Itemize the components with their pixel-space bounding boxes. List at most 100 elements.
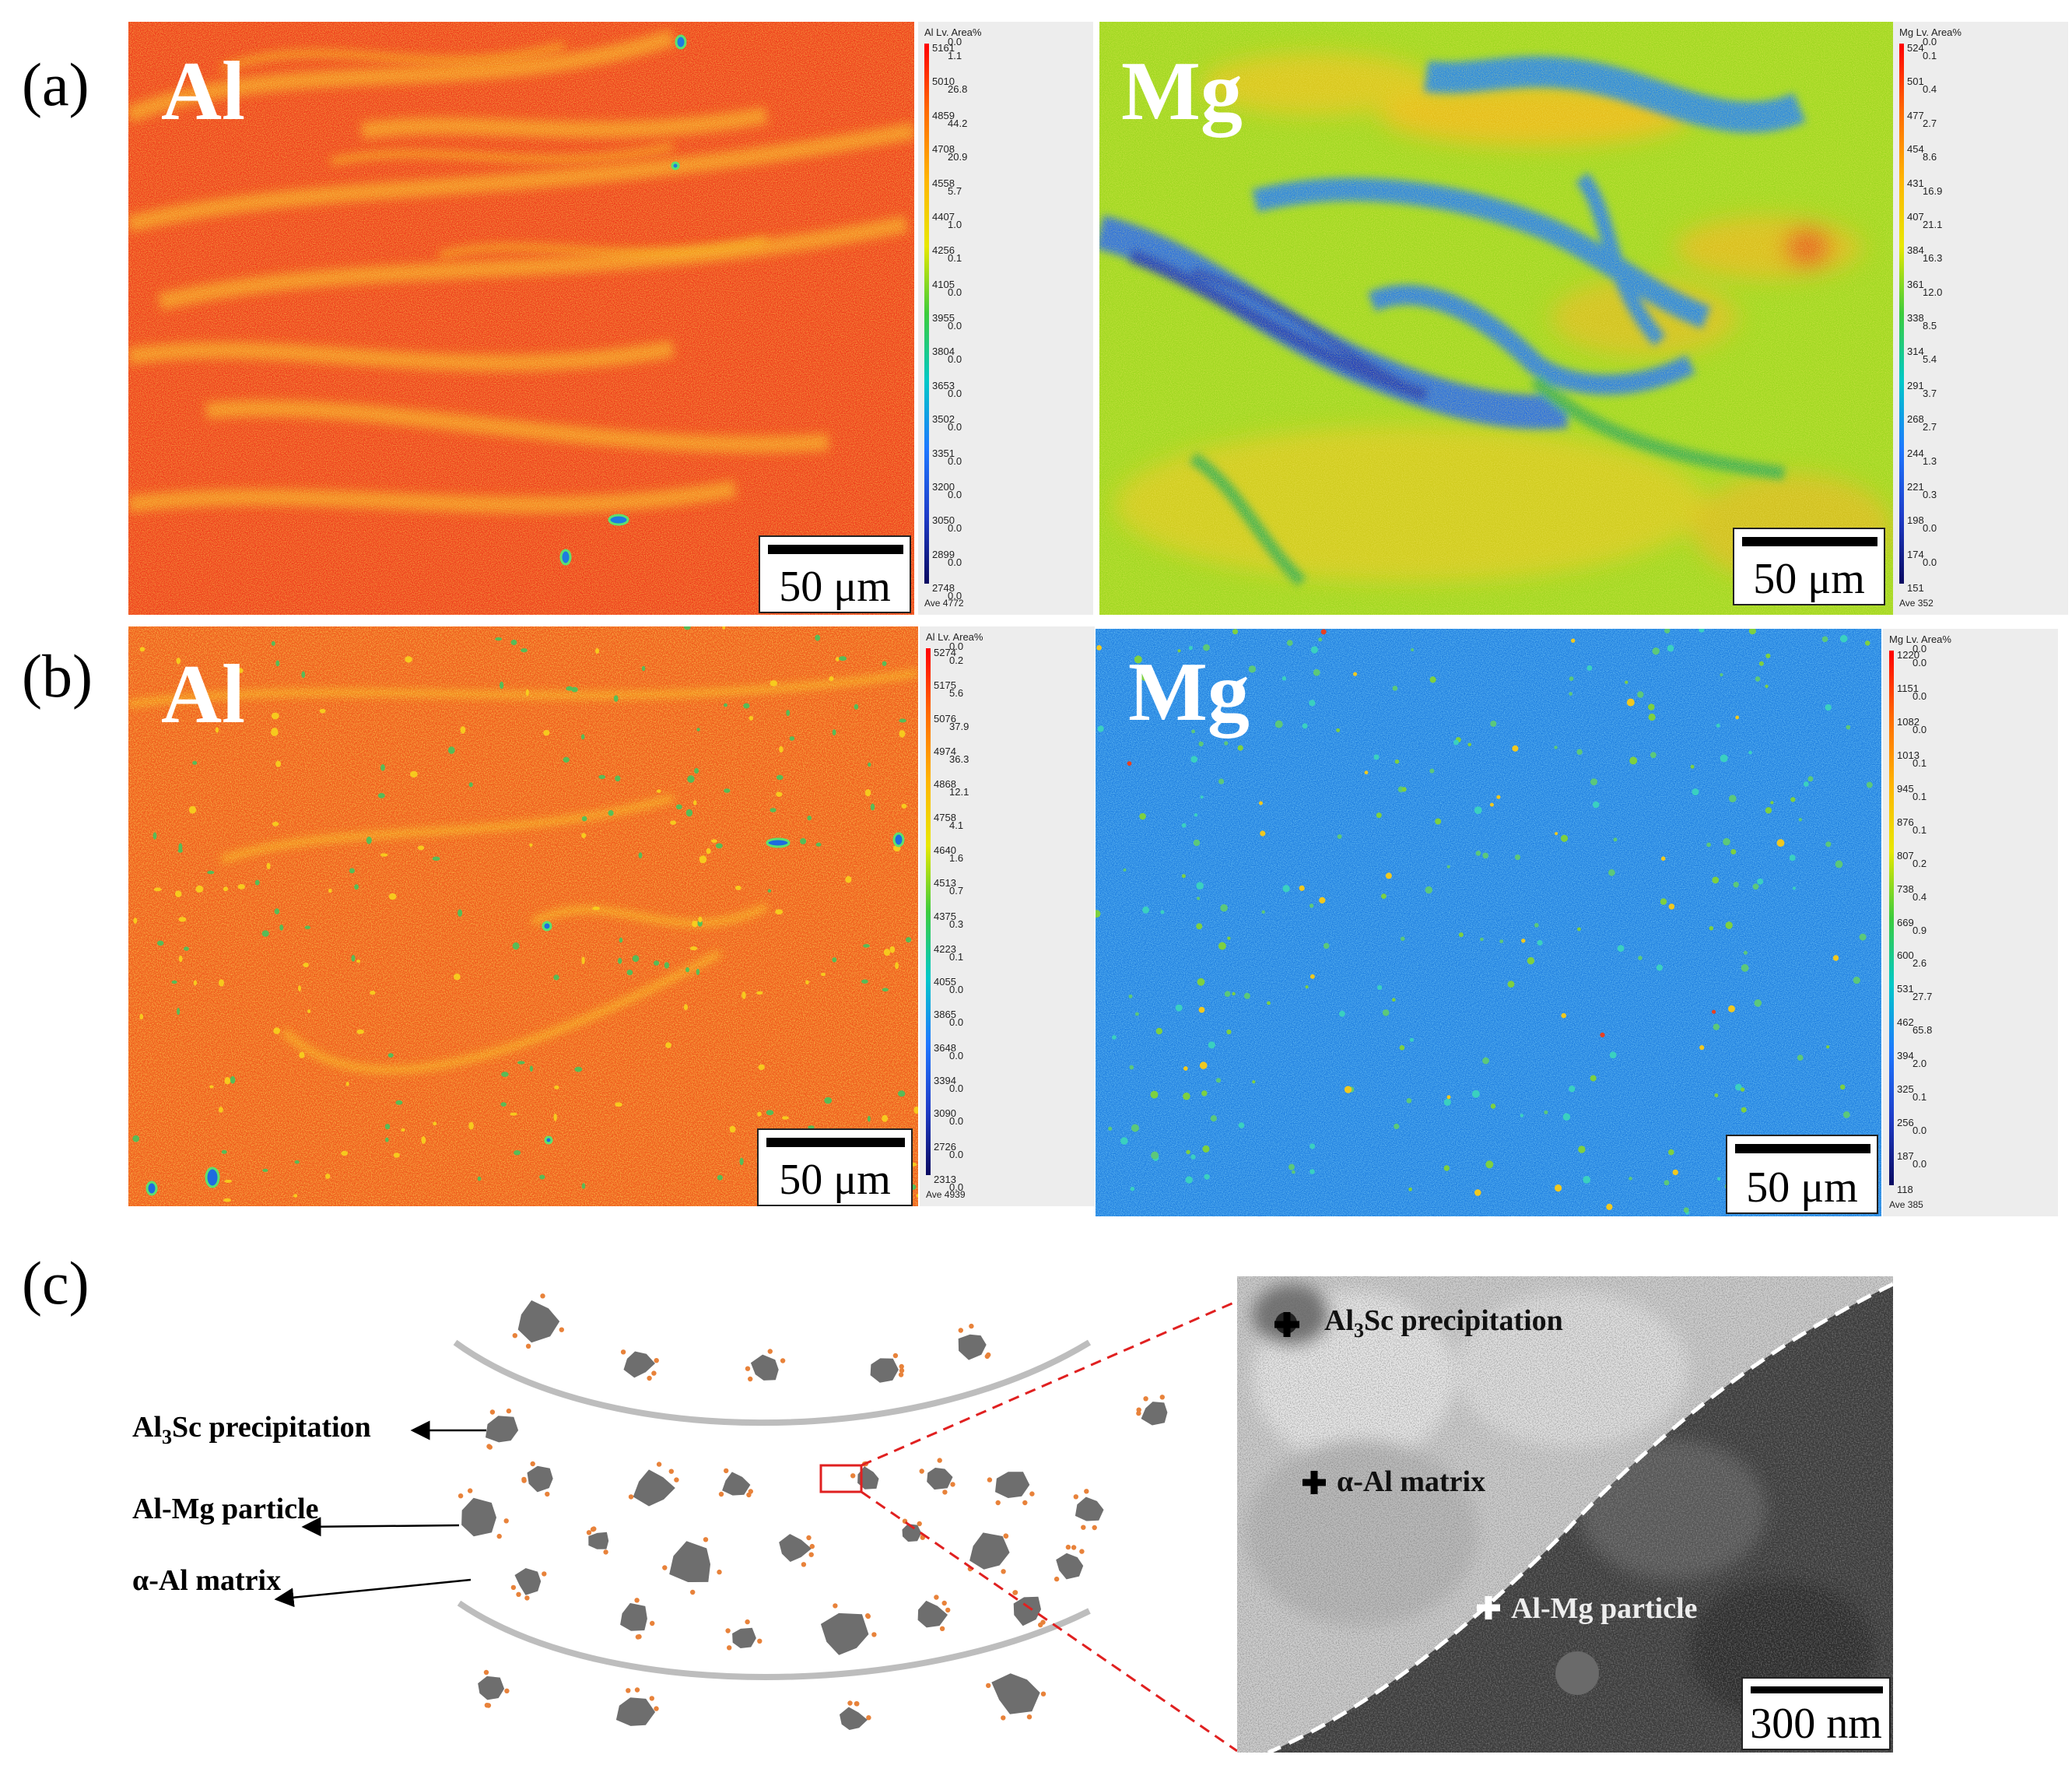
particle-dot [500,1102,507,1107]
particle-dot [729,1125,736,1133]
al3sc-precipitate [649,1696,654,1701]
particle-dot [1199,1061,1208,1069]
al3sc-precipitate [746,1492,752,1498]
particle-dot [1204,1174,1210,1180]
legend-level-value: 3804 [932,346,955,358]
particle-dot [1160,910,1165,914]
particle-dot [1408,1187,1412,1191]
legend-title: Mg Lv. Area% [1889,633,1951,645]
particle-dot [1660,898,1667,905]
particle-dot [328,888,332,893]
scale-bar: 300 nm [1741,1677,1891,1750]
legend-title: Mg Lv. Area% [1899,26,1962,38]
particle-dot [525,689,529,697]
al3sc-precipitate [489,1409,496,1415]
al-mg-particle [958,1334,987,1360]
particle-dot [706,847,711,854]
particle-dot [1399,1045,1405,1051]
scale-bar-line [1735,1144,1870,1153]
particle-dot [1394,759,1400,764]
particle-dot [275,760,282,767]
al3sc-precipitate [620,1349,626,1355]
al3sc-precipitate [724,1468,729,1474]
legend-area-percent: 0.1 [949,950,964,963]
particle-dot [685,809,693,817]
legend-area-percent: 0.0 [948,488,962,500]
particle-dot [824,1097,833,1104]
al3sc-precipitate [521,1476,527,1483]
particle-dot [664,962,670,969]
particle-dot [1668,904,1675,910]
particle-dot [1097,725,1104,732]
al3sc-precipitate [487,1444,493,1450]
label-al-mg-particle: Al-Mg particle [132,1493,319,1525]
particle-dot [1590,1075,1597,1082]
al3sc-precipitate [626,1688,631,1693]
colorbar [1889,651,1894,1185]
al3sc-precipitate [780,1358,786,1363]
particle-dot [1648,713,1656,721]
particle-dot [1706,842,1711,847]
scale-bar: 50 μm [759,535,911,613]
particle-dot [543,729,550,736]
particle-dot [1807,776,1814,782]
al3sc-precipitate [1012,1590,1018,1595]
al3sc-precipitate [1040,1691,1047,1697]
particle-dot [805,980,809,985]
particle-dot [1197,897,1201,900]
particle-dot [786,710,791,717]
legend-level-value: 5161 [932,42,955,54]
particle-dot [1281,676,1287,681]
particle-dot [743,703,750,709]
particle-dot [1712,1009,1716,1014]
particle-dot [1660,856,1666,861]
scale-bar-text: 50 μm [1746,1163,1858,1212]
particle-dot [1123,868,1127,872]
particle-dot [1728,1005,1735,1012]
scale-bar: 50 μm [1726,1135,1878,1214]
legend-level-value: 4256 [932,244,955,257]
particle-dot [1576,749,1583,755]
particle-dot [1521,939,1526,943]
legend-level-value: 4513 [934,877,956,890]
particle-dot [808,1125,815,1129]
particle-dot [1226,1029,1232,1035]
legend-area-percent: 8.5 [1923,320,1937,332]
legend-level-value: 118 [1897,1184,1913,1195]
scale-bar-text: 50 μm [1753,555,1865,603]
particle-dot [632,955,640,963]
particle-dot [618,957,622,964]
particle-dot [1453,739,1459,746]
particle-dot [237,884,245,890]
legend-area-percent: 0.1 [1912,790,1927,802]
particle-dot [1310,646,1318,654]
particle-dot [477,1176,482,1181]
al3sc-precipitate [748,1376,753,1382]
particle-dot [298,985,301,991]
particle-dot [1699,629,1705,633]
particle-dot [1309,700,1316,707]
particle-dot [1150,1090,1159,1099]
legend-area-percent: 0.0 [1923,36,1937,47]
particle-dot [1560,834,1569,842]
particle-dot [1202,1145,1210,1153]
al3sc-precipitate [984,1353,990,1360]
al3sc-precipitate [865,1613,871,1619]
particle-dot [529,1065,534,1072]
legend-area-percent: 12.0 [1923,286,1943,298]
particle-dot [1741,1107,1747,1113]
particle-dot [1592,801,1600,809]
al-mg-particle [1075,1497,1104,1521]
legend-level-value: 256 [1897,1117,1914,1129]
particle-dot [757,1111,762,1117]
legend-level-value: 4055 [934,976,956,988]
legend-level-value: 268 [1907,413,1924,426]
particle-dot [377,793,385,798]
particle-dot [766,1110,774,1116]
al3sc-precipitate [969,1323,974,1329]
particle-dot [821,972,826,977]
legend-level-value: 244 [1907,447,1924,459]
al-mg-particles [458,1293,1168,1730]
al3sc-precipitate [934,1595,939,1600]
particle-dot [1385,872,1392,879]
